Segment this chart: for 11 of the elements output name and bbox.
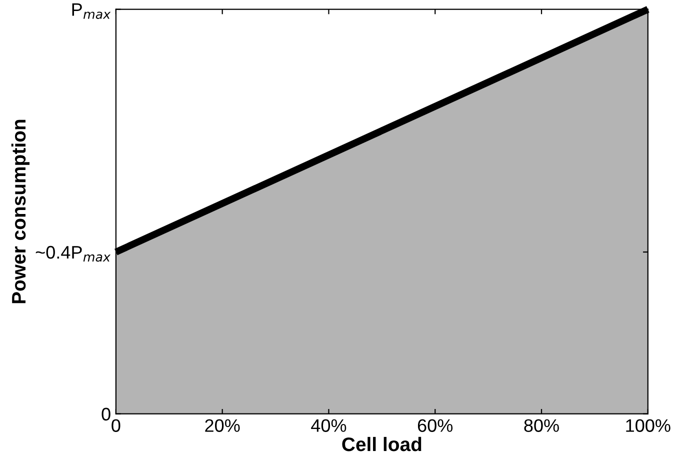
y-tick-label: ~0.4P$_{max}$: [36, 246, 111, 262]
x-tick-label: 0: [112, 419, 120, 432]
x-tick-label: 80%: [524, 419, 559, 432]
x-tick-label: 20%: [205, 419, 240, 432]
y-axis-title: Power consumption: [11, 120, 30, 304]
x-tick-label: 60%: [418, 419, 453, 432]
x-tick-label: 40%: [311, 419, 346, 432]
x-tick-label: 100%: [626, 419, 670, 432]
x-axis-title: Cell load: [342, 436, 422, 452]
y-tick-label: 0: [102, 408, 110, 421]
y-tick-label: P$_{max}$: [72, 3, 111, 19]
